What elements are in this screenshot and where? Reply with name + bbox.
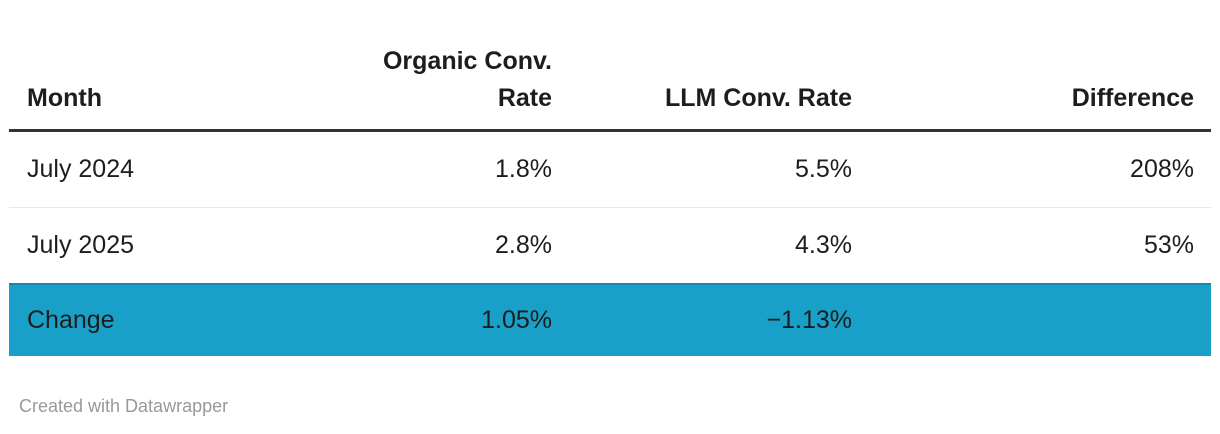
cell-difference: 53% [869, 207, 1211, 284]
datawrapper-table-chart: Month Organic Conv. Rate LLM Conv. Rate … [9, 0, 1211, 418]
cell-llm-conv-rate: 4.3% [569, 207, 869, 284]
cell-llm-conv-rate: 5.5% [795, 155, 852, 183]
column-header-difference: Difference [869, 0, 1211, 132]
cell-month: July 2024 [27, 155, 135, 183]
table-row-july-2025: July 2025 2.8% 4.3% 53% [9, 207, 1211, 284]
column-header-llm-conv-rate: LLM Conv. Rate [569, 0, 869, 132]
cell-organic-conv-rate: 1.8% [495, 155, 552, 183]
chart-footer: Created with Datawrapper [19, 394, 1211, 418]
column-header-organic-conv-rate: Organic Conv. Rate [337, 0, 569, 132]
table-row-change-highlighted: Change 1.05% −1.13% [9, 283, 1211, 356]
data-table: Month Organic Conv. Rate LLM Conv. Rate … [9, 0, 1211, 356]
datawrapper-credit-link[interactable]: Created with Datawrapper [19, 396, 229, 416]
cell-month: Change [9, 283, 337, 356]
cell-llm-conv-rate: −1.13% [569, 283, 869, 356]
cell-organic-conv-rate: 1.05% [337, 283, 569, 356]
cell-difference [869, 283, 1211, 356]
cell-organic-conv-rate: 2.8% [337, 207, 569, 284]
cell-month: July 2025 [9, 207, 337, 284]
header-row: Month Organic Conv. Rate LLM Conv. Rate … [9, 0, 1211, 132]
table-row-july-2024: July 2024 1.8% 5.5% 208% [9, 131, 1211, 208]
column-header-month: Month [9, 0, 337, 132]
cell-difference: 208% [1130, 155, 1194, 183]
